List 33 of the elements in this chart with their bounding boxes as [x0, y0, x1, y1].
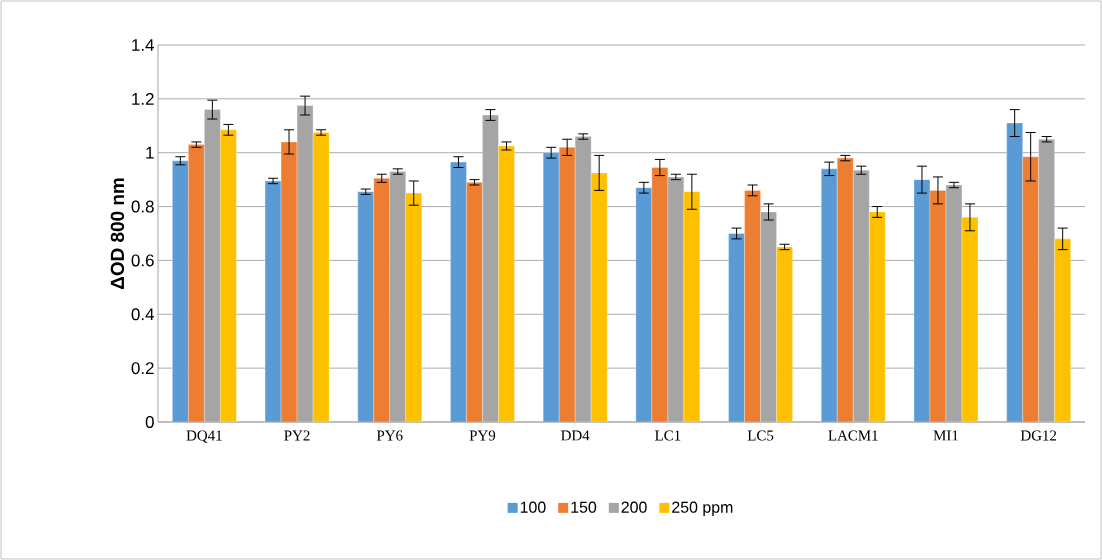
- legend-label: 100: [520, 501, 546, 513]
- y-tick-label: 0.2: [131, 362, 154, 375]
- x-tick-label: MI1: [933, 430, 958, 441]
- y-tick-label: 1.2: [132, 92, 154, 105]
- y-tick-label: 0.8: [131, 200, 154, 213]
- bar: [913, 179, 931, 422]
- bar: [543, 152, 560, 422]
- y-axis-title: ΔOD 800 nm: [110, 178, 125, 289]
- x-tick-label: PY2: [284, 430, 310, 441]
- x-tick-label: LC5: [747, 430, 774, 441]
- y-tick-label: 1: [146, 146, 154, 159]
- bar: [635, 187, 653, 422]
- x-tick-label: DQ41: [186, 430, 222, 443]
- x-tick-label: LC1: [655, 430, 681, 441]
- bar: [172, 160, 189, 422]
- bar: [821, 168, 838, 422]
- y-tick-label: 0: [145, 415, 154, 428]
- x-tick-label: LACM1: [828, 430, 878, 441]
- bar: [728, 233, 745, 422]
- x-tick-label: PY9: [469, 430, 496, 441]
- x-tick-label: DG12: [1020, 430, 1057, 441]
- bar: [264, 180, 282, 422]
- x-tick-label: PY6: [376, 430, 403, 441]
- legend-label: 200: [621, 501, 647, 513]
- legend-label: 150: [571, 501, 597, 513]
- bar: [357, 191, 374, 422]
- bar: [1006, 122, 1023, 422]
- y-tick-label: 1.4: [132, 39, 154, 51]
- y-tick-label: 0.6: [131, 254, 154, 267]
- bar: [450, 161, 467, 422]
- y-tick-label: 0.4: [131, 308, 154, 321]
- x-tick-label: DD4: [561, 430, 590, 441]
- legend-label: 250 ppm: [672, 501, 733, 517]
